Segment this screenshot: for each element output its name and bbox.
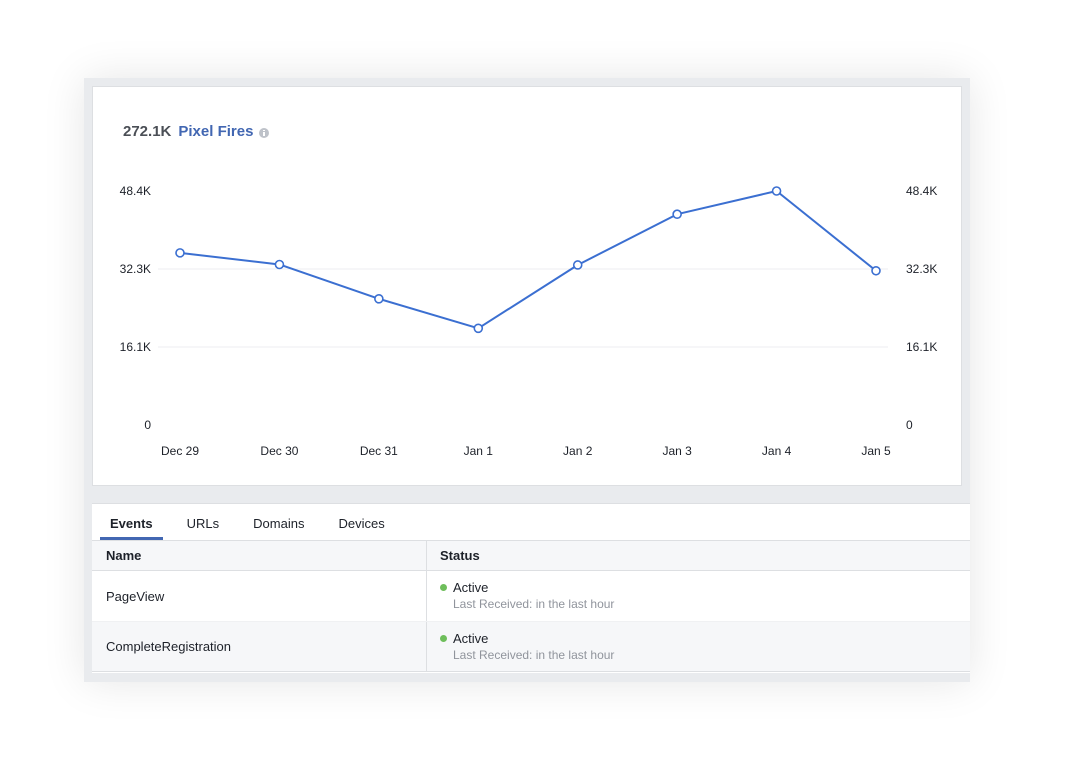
x-tick-label: Jan 1 xyxy=(464,444,494,458)
data-point xyxy=(871,265,881,276)
y-tick-label-left: 0 xyxy=(144,418,151,432)
last-received-text: Last Received: in the last hour xyxy=(453,648,615,662)
tab-urls[interactable]: URLs xyxy=(186,516,220,531)
status-dot-icon xyxy=(440,584,447,591)
table-row[interactable]: CompleteRegistration Active Last Receive… xyxy=(92,621,970,671)
event-name: CompleteRegistration xyxy=(106,639,232,654)
tab-bar: Events URLs Domains Devices xyxy=(100,504,409,540)
status-text: Active xyxy=(453,631,489,646)
y-tick-label-left: 48.4K xyxy=(120,184,151,198)
data-point xyxy=(572,260,583,270)
info-icon[interactable] xyxy=(259,128,270,138)
x-tick-label: Jan 3 xyxy=(662,444,692,458)
total-value: 272.1K xyxy=(123,123,172,140)
pixel-fires-chart-card: 272.1K Pixel Fires 0 0 16.1K 16.1K 32.3K 32.3… xyxy=(92,86,962,486)
x-tick-label: Dec 30 xyxy=(260,444,298,458)
last-received-text: Last Received: in the last hour xyxy=(453,597,615,611)
series-line xyxy=(179,190,877,330)
status-dot-icon xyxy=(440,635,447,642)
chart-header: 272.1K Pixel Fires xyxy=(123,123,270,140)
tab-devices[interactable]: Devices xyxy=(338,516,385,531)
data-point xyxy=(473,323,484,334)
events-table: Name Status PageView Active Last Receive… xyxy=(92,540,970,672)
y-tick-label-left: 32.3K xyxy=(120,262,151,276)
data-point xyxy=(274,259,285,270)
table-row[interactable]: PageView Active Last Received: in the la… xyxy=(92,571,970,621)
x-tick-label: Dec 31 xyxy=(360,444,398,458)
data-point xyxy=(374,294,384,304)
event-name: PageView xyxy=(106,588,165,604)
y-tick-label-left: 16.1K xyxy=(120,340,151,354)
x-tick-label: Dec 29 xyxy=(161,444,199,458)
y-tick-label-right: 32.3K xyxy=(906,262,937,276)
data-point xyxy=(771,186,782,196)
column-header-name[interactable]: Name xyxy=(92,541,427,570)
y-tick-label-right: 16.1K xyxy=(906,340,937,354)
metric-name[interactable]: Pixel Fires xyxy=(178,123,254,140)
x-tick-label: Jan 5 xyxy=(861,444,891,458)
column-header-status[interactable]: Status xyxy=(440,548,480,563)
status-text: Active xyxy=(453,580,489,595)
data-point xyxy=(175,248,185,258)
tab-events[interactable]: Events xyxy=(100,504,163,540)
y-tick-label-right: 0 xyxy=(906,418,913,432)
y-tick-label-right: 48.4K xyxy=(906,184,937,198)
x-tick-label: Jan 2 xyxy=(563,444,593,458)
tab-domains[interactable]: Domains xyxy=(253,516,305,531)
table-header: Name Status xyxy=(92,540,970,571)
data-point xyxy=(672,209,682,220)
events-panel: Events URLs Domains Devices Name Status … xyxy=(92,503,970,673)
line-chart: 0 0 16.1K 16.1K 32.3K 32.3K 48.4K 48.4K Dec 29 De… xyxy=(120,184,938,458)
x-tick-label: Jan 4 xyxy=(762,444,792,458)
table-bottom-border xyxy=(92,671,970,672)
